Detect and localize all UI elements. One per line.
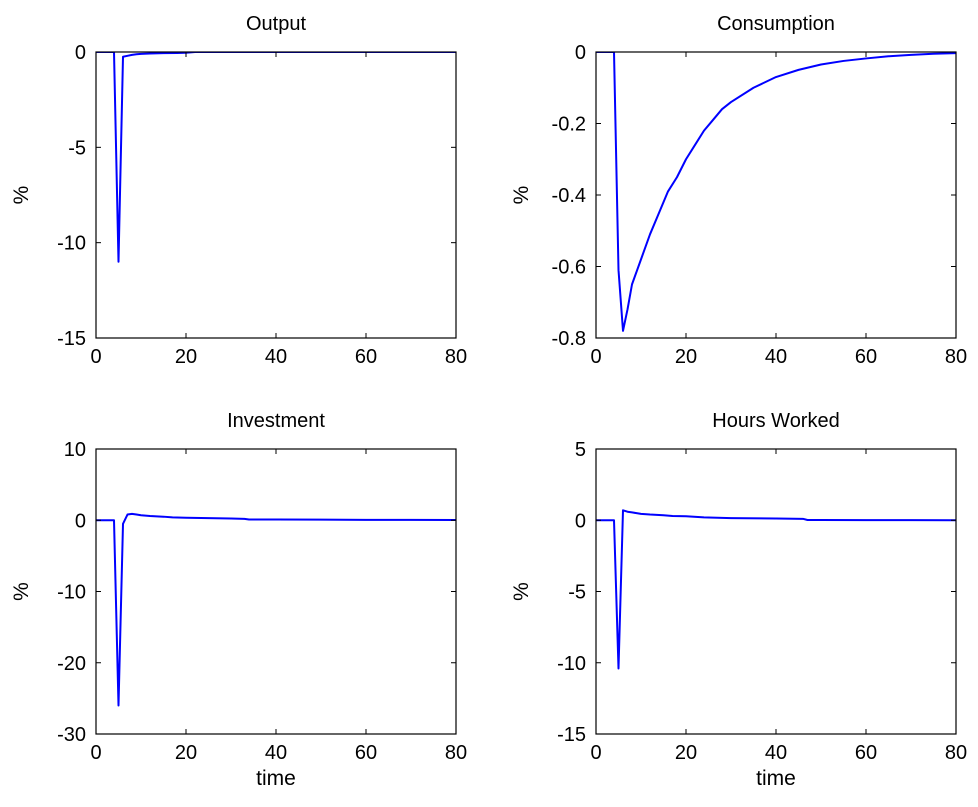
series-line-1 — [96, 512, 456, 707]
x-tick-label: 0 — [590, 742, 601, 764]
x-tick-label: 20 — [675, 346, 697, 368]
y-tick-label: -20 — [57, 653, 86, 675]
plot-area — [96, 52, 456, 338]
x-tick-label: 0 — [90, 346, 101, 368]
y-tick-label: -0.2 — [552, 114, 586, 136]
x-axis-label: time — [256, 767, 296, 790]
plot-area — [596, 449, 956, 734]
y-tick-label: 0 — [575, 42, 586, 64]
x-tick-label: 0 — [90, 742, 101, 764]
y-tick-label: 5 — [575, 439, 586, 461]
x-tick-label: 60 — [855, 742, 877, 764]
x-axis-label: time — [756, 767, 796, 790]
y-tick-label: 0 — [75, 42, 86, 64]
x-tick-label: 40 — [765, 346, 787, 368]
subplot-1: 0 20 40 60 80 -15 -10 -5 0 Output% — [10, 13, 467, 368]
x-tick-label: 40 — [265, 346, 287, 368]
y-tick-label: 10 — [64, 439, 86, 461]
x-tick-label: 60 — [355, 742, 377, 764]
y-tick-label: -0.6 — [552, 257, 586, 279]
x-tick-label: 0 — [590, 346, 601, 368]
y-axis-label: % — [510, 582, 533, 601]
x-tick-label: 20 — [175, 346, 197, 368]
x-tick-label: 40 — [765, 742, 787, 764]
chart-title: Consumption — [717, 13, 835, 35]
chart-title: Output — [246, 13, 306, 35]
x-tick-label: 80 — [945, 346, 967, 368]
subplot-3: 0 20 40 60 80 -30 -20 -10 0 10 Investment% time — [10, 410, 467, 790]
y-tick-label: -15 — [557, 724, 586, 746]
series-line-1 — [596, 509, 956, 670]
y-tick-label: -0.8 — [552, 328, 586, 350]
x-tick-label: 80 — [445, 346, 467, 368]
x-tick-label: 80 — [945, 742, 967, 764]
x-tick-label: 60 — [855, 346, 877, 368]
y-tick-label: 0 — [575, 510, 586, 532]
y-tick-label: -30 — [57, 724, 86, 746]
x-tick-label: 80 — [445, 742, 467, 764]
y-tick-label: -10 — [557, 653, 586, 675]
x-tick-label: 40 — [265, 742, 287, 764]
y-axis-label: % — [510, 186, 533, 205]
subplot-2: 0 20 40 60 80 -0.8 -0.6 -0.4 -0.2 0 Consumption% — [510, 13, 967, 368]
plot-area — [96, 449, 456, 734]
subplot-4: 0 20 40 60 80 -15 -10 -5 0 5 Hours Worked% time — [510, 410, 967, 790]
chart-title: Investment — [227, 410, 325, 432]
y-tick-label: -10 — [57, 233, 86, 255]
y-tick-label: -15 — [57, 328, 86, 350]
y-axis-label: % — [10, 186, 33, 205]
y-tick-label: -5 — [568, 582, 586, 604]
x-tick-label: 60 — [355, 346, 377, 368]
y-tick-label: -0.4 — [552, 185, 586, 207]
x-tick-label: 20 — [675, 742, 697, 764]
series-line-1 — [96, 52, 456, 263]
y-tick-label: -10 — [57, 582, 86, 604]
plot-area — [596, 52, 956, 338]
y-axis-label: % — [10, 582, 33, 601]
chart-title: Hours Worked — [712, 410, 839, 432]
y-tick-label: -5 — [68, 137, 86, 159]
y-tick-label: 0 — [75, 510, 86, 532]
x-tick-label: 20 — [175, 742, 197, 764]
series-line-1 — [596, 52, 956, 332]
